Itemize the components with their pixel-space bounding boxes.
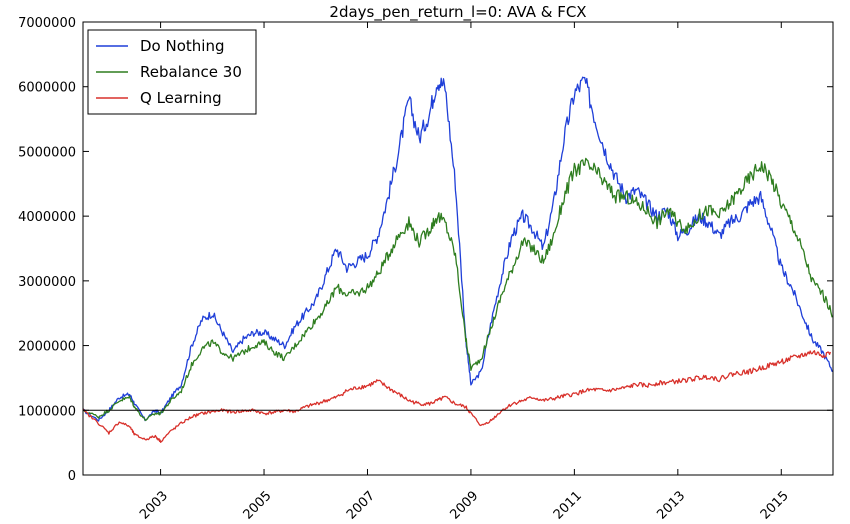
series-line-rebalance-30 [82,157,834,421]
y-tick-label: 2000000 [18,340,76,355]
plot-area [82,76,834,443]
legend-entry: Q Learning [140,89,222,107]
plot-frame [82,21,834,476]
x-tick-label: 2005 [241,489,275,523]
series-line-do-nothing [82,76,834,422]
y-tick-label: 7000000 [18,16,76,31]
x-tick-label: 2013 [654,489,688,523]
series-line-q-learning [82,350,832,443]
x-tick-label: 2007 [344,489,378,523]
y-tick-label: 0 [68,469,76,484]
x-tick-label: 2009 [447,489,481,523]
y-tick-label: 5000000 [18,145,76,160]
chart-title: 2days_pen_return_l=0: AVA & FCX [329,3,586,22]
y-tick-label: 4000000 [18,210,76,225]
legend-entry: Do Nothing [140,37,224,55]
y-tick-label: 1000000 [18,404,76,419]
x-tick-label: 2011 [551,489,585,523]
y-tick-label: 6000000 [18,81,76,96]
y-tick-label: 3000000 [18,275,76,290]
legend-entry: Rebalance 30 [140,63,242,81]
legend: Do Nothing Rebalance 30 Q Learning [87,29,257,115]
x-tick-label: 2015 [758,489,792,523]
x-tick-label: 2003 [137,489,171,523]
